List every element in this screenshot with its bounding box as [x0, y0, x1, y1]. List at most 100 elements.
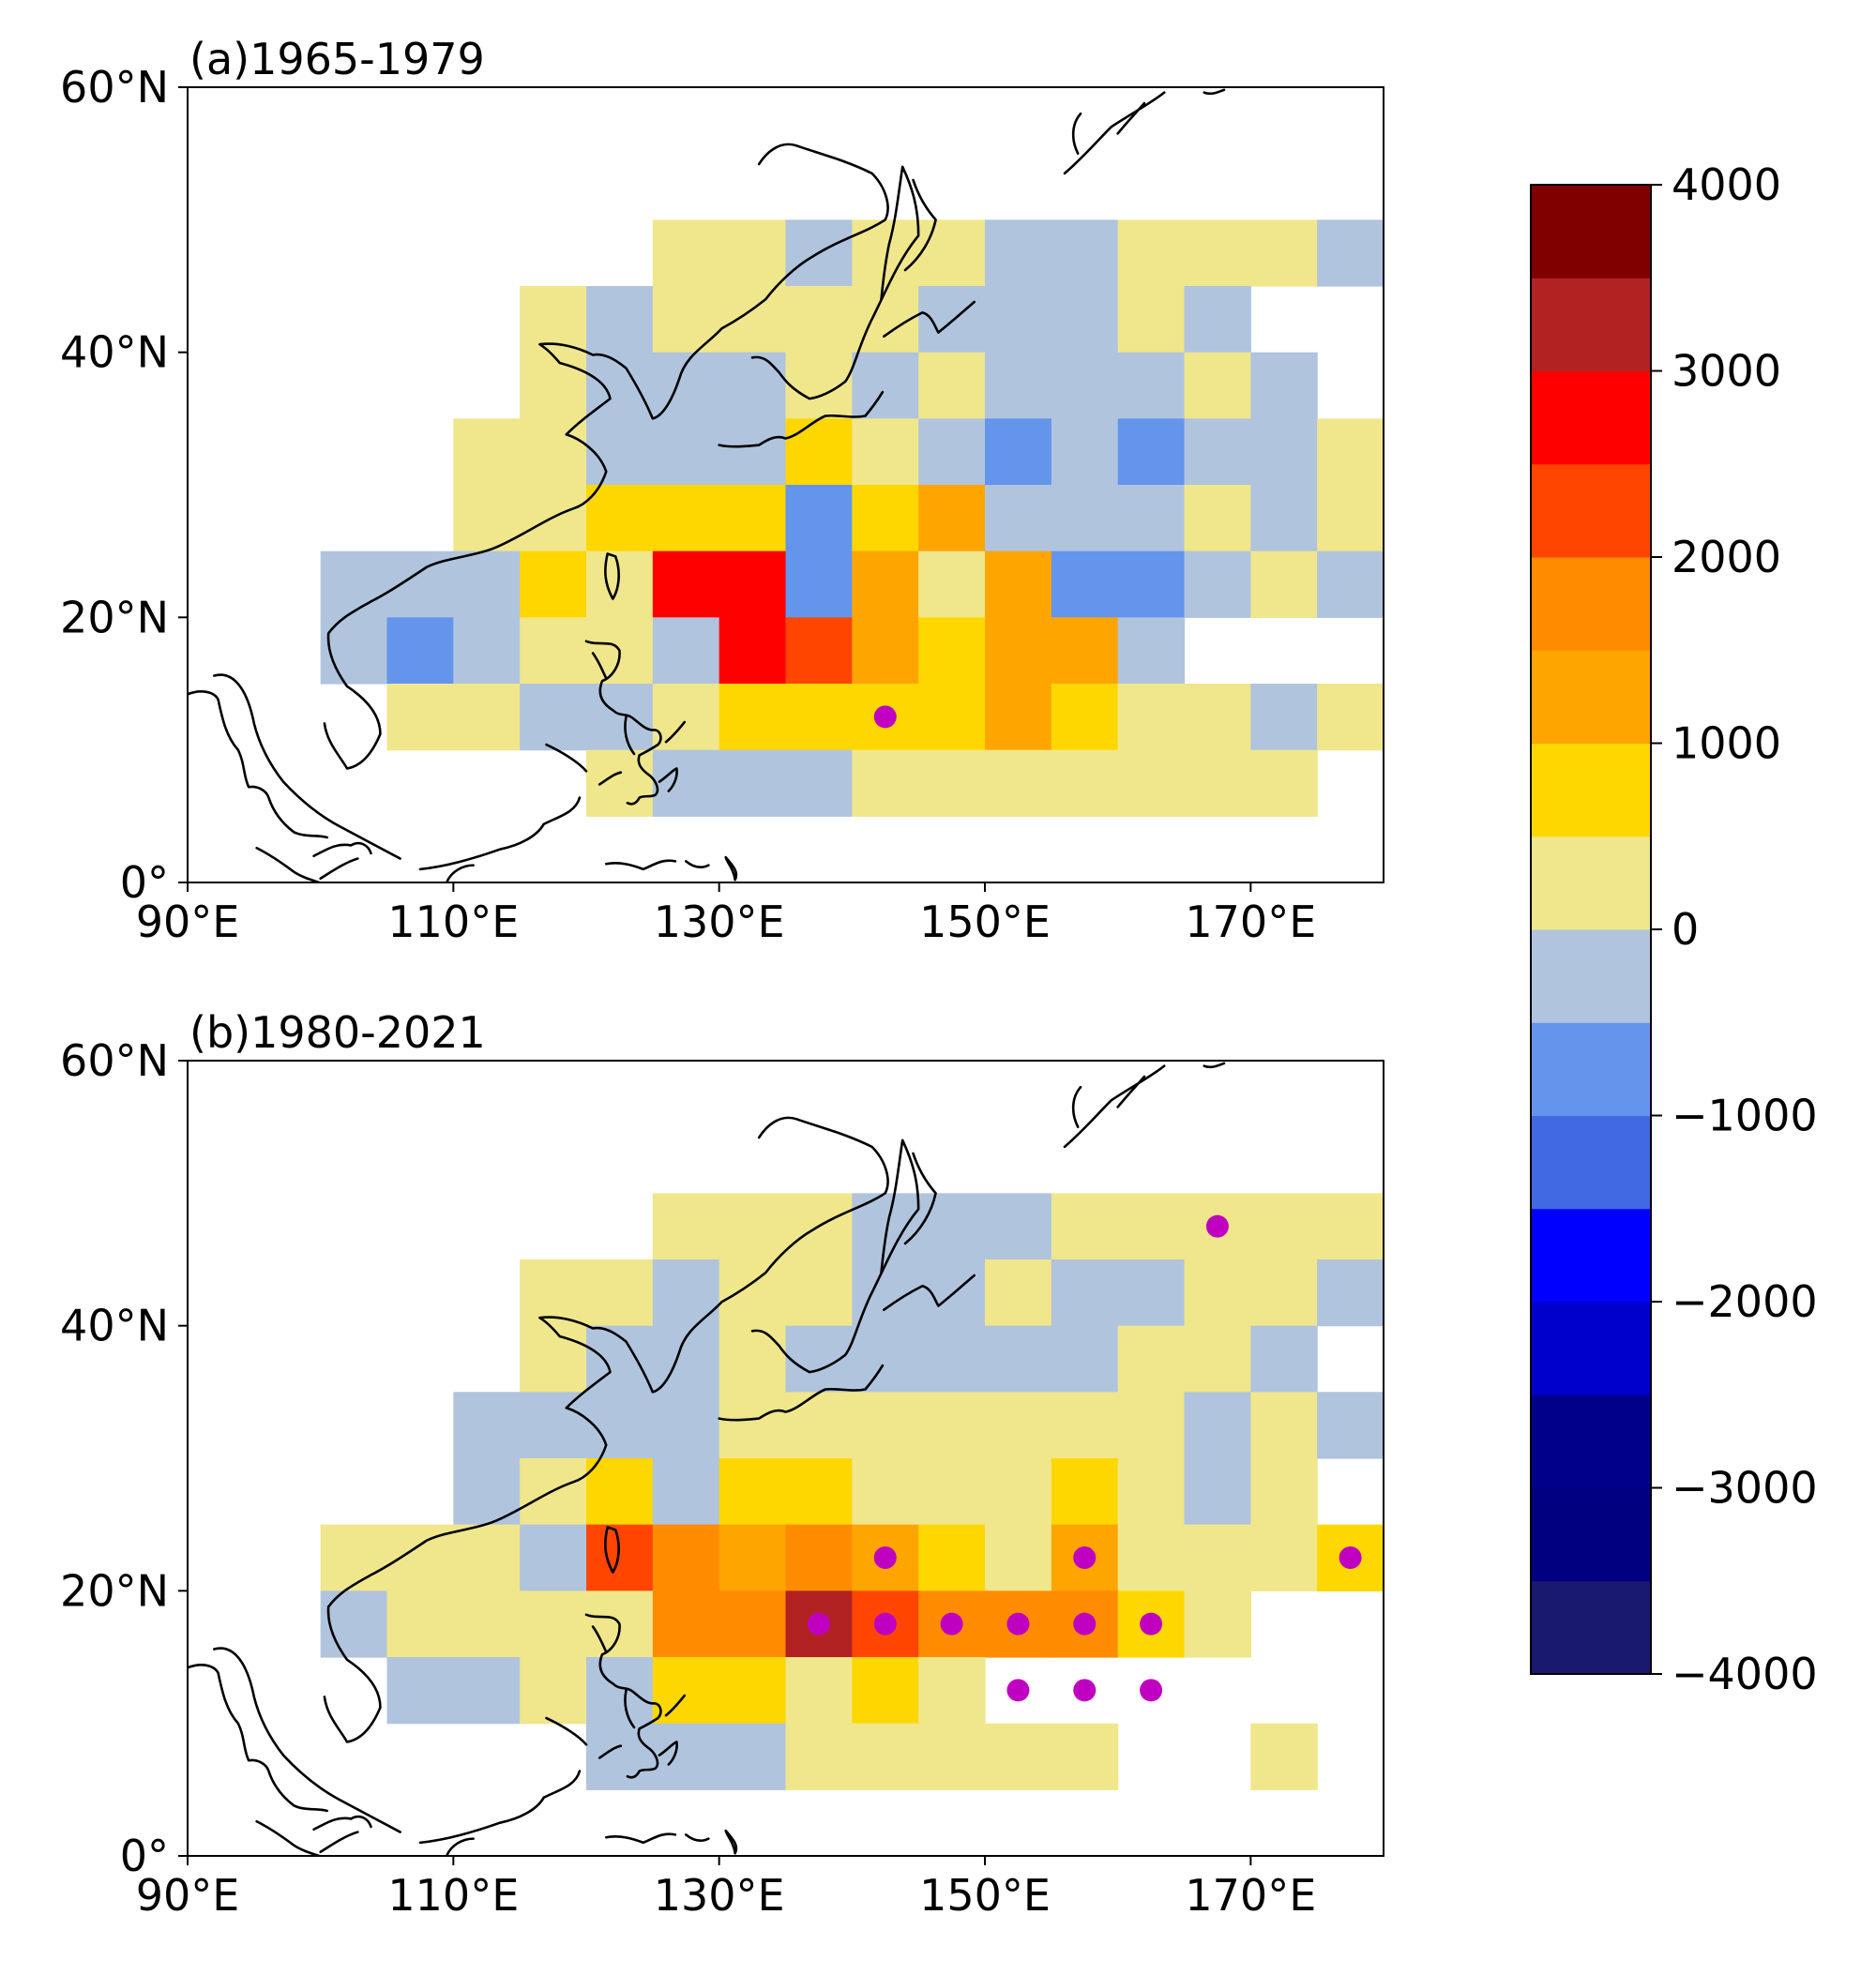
grid-cell [652, 219, 787, 287]
x-tick-label: 110°E [387, 897, 519, 947]
grid-cell [386, 617, 454, 685]
colorbar-segment [1531, 929, 1651, 1023]
significance-dot [807, 1612, 830, 1636]
grid-cell [586, 1723, 787, 1790]
grid-cell [985, 617, 1052, 685]
grid-cell [852, 749, 1251, 817]
grid-cell [652, 1524, 720, 1591]
grid-cell [386, 684, 521, 751]
grid-cell [652, 684, 720, 751]
grid-cell [1250, 352, 1318, 419]
grid-cell [652, 1392, 720, 1459]
grid-cell [1317, 219, 1384, 287]
colorbar-tick-label: 1000 [1672, 718, 1781, 769]
significance-dot [1140, 1679, 1163, 1702]
grid-cell [652, 617, 720, 685]
grid-cell [918, 418, 986, 486]
grid-cell [1317, 1259, 1384, 1327]
grid-cell [1317, 418, 1384, 486]
grid-cell [918, 352, 986, 419]
grid-cell [1317, 1392, 1384, 1459]
x-tick-label: 150°E [919, 1870, 1051, 1921]
grid-cell [1250, 1325, 1318, 1393]
grid-cell [719, 1392, 1186, 1459]
colorbar-segment [1531, 185, 1651, 279]
x-tick-label: 130°E [654, 1870, 785, 1921]
y-tick-label: 60°N [60, 1035, 169, 1086]
grid-cells [320, 1193, 1384, 1790]
panel-a-map: 90°E 110°E 130°E 150°E 170°E 0° 20°N 40°N 60°N (a… [60, 34, 1384, 947]
grid-cell [985, 1524, 1052, 1591]
colorbar-segment [1531, 370, 1651, 465]
grid-cell [918, 550, 986, 618]
grid-cell [586, 1657, 654, 1725]
grid-cell [520, 1325, 587, 1393]
significance-dot [940, 1612, 963, 1636]
grid-cell [918, 286, 1119, 354]
grid-cell [520, 617, 654, 685]
significance-dot [1006, 1679, 1030, 1702]
grid-cell [1051, 684, 1119, 751]
grid-cell [1117, 1458, 1186, 1526]
grid-cell [1184, 1392, 1251, 1459]
axes-frame [187, 1060, 1384, 1857]
grid-cell [1051, 1259, 1186, 1327]
colorbar-tick-label: 0 [1672, 904, 1699, 955]
grid-cell [719, 684, 986, 751]
grid-cell [1184, 352, 1251, 419]
grid-cell [1051, 1193, 1318, 1260]
panel-title: (a)1965-1979 [189, 34, 485, 84]
axes-frame [187, 86, 1384, 883]
grid-cell [586, 1458, 654, 1526]
colorbar-segment [1531, 1115, 1651, 1210]
grid-cell [586, 1524, 654, 1591]
significance-dot [873, 1546, 897, 1569]
grid-cell [852, 1193, 1052, 1260]
grid-cell [985, 1259, 1052, 1327]
grid-cell [1051, 1458, 1119, 1526]
grid-cell [1184, 550, 1251, 618]
colorbar-tick-label: −2000 [1672, 1276, 1818, 1327]
colorbar-segment [1531, 1395, 1651, 1488]
grid-cell [1250, 749, 1318, 817]
grid-cell [652, 1259, 720, 1327]
significance-dot [873, 1612, 897, 1636]
grid-cell [852, 1259, 986, 1327]
significance-dot [1073, 1612, 1097, 1636]
grid-cell [586, 1325, 720, 1393]
grid-cell [785, 1723, 1119, 1790]
grid-cell [1051, 418, 1119, 486]
grid-cell [1250, 550, 1318, 618]
grid-cell [586, 550, 654, 618]
grid-cell [586, 485, 787, 552]
colorbar-tick-label: 2000 [1672, 532, 1781, 582]
colorbar-tick-label: 3000 [1672, 346, 1781, 397]
grid-cell [985, 418, 1052, 486]
grid-cell [785, 418, 853, 486]
panel-title: (b)1980-2021 [189, 1007, 486, 1058]
grid-cell [453, 1392, 654, 1459]
grid-cell [386, 1657, 521, 1725]
grid-cell [719, 1458, 853, 1526]
grid-cell [785, 1524, 853, 1591]
x-tick-label: 90°E [136, 1870, 240, 1921]
grid-cell [1317, 485, 1384, 552]
x-tick-label: 170°E [1185, 1870, 1316, 1921]
grid-cell [1250, 485, 1318, 552]
colorbar-tick-label: −3000 [1672, 1463, 1818, 1514]
y-tick-label: 40°N [60, 327, 169, 378]
grid-cell [918, 1657, 986, 1725]
grid-cell [1117, 684, 1251, 751]
grid-cell [1184, 1591, 1251, 1658]
significance-markers [873, 705, 897, 729]
grid-cell [918, 1524, 986, 1591]
grid-cell [1250, 1458, 1318, 1526]
grid-cell [1117, 219, 1318, 287]
grid-cell [719, 617, 787, 685]
colorbar-segment [1531, 836, 1651, 930]
significance-dot [1339, 1546, 1362, 1569]
grid-cell [586, 286, 654, 354]
grid-cell [1117, 418, 1186, 486]
colorbar-segment [1531, 1487, 1651, 1582]
